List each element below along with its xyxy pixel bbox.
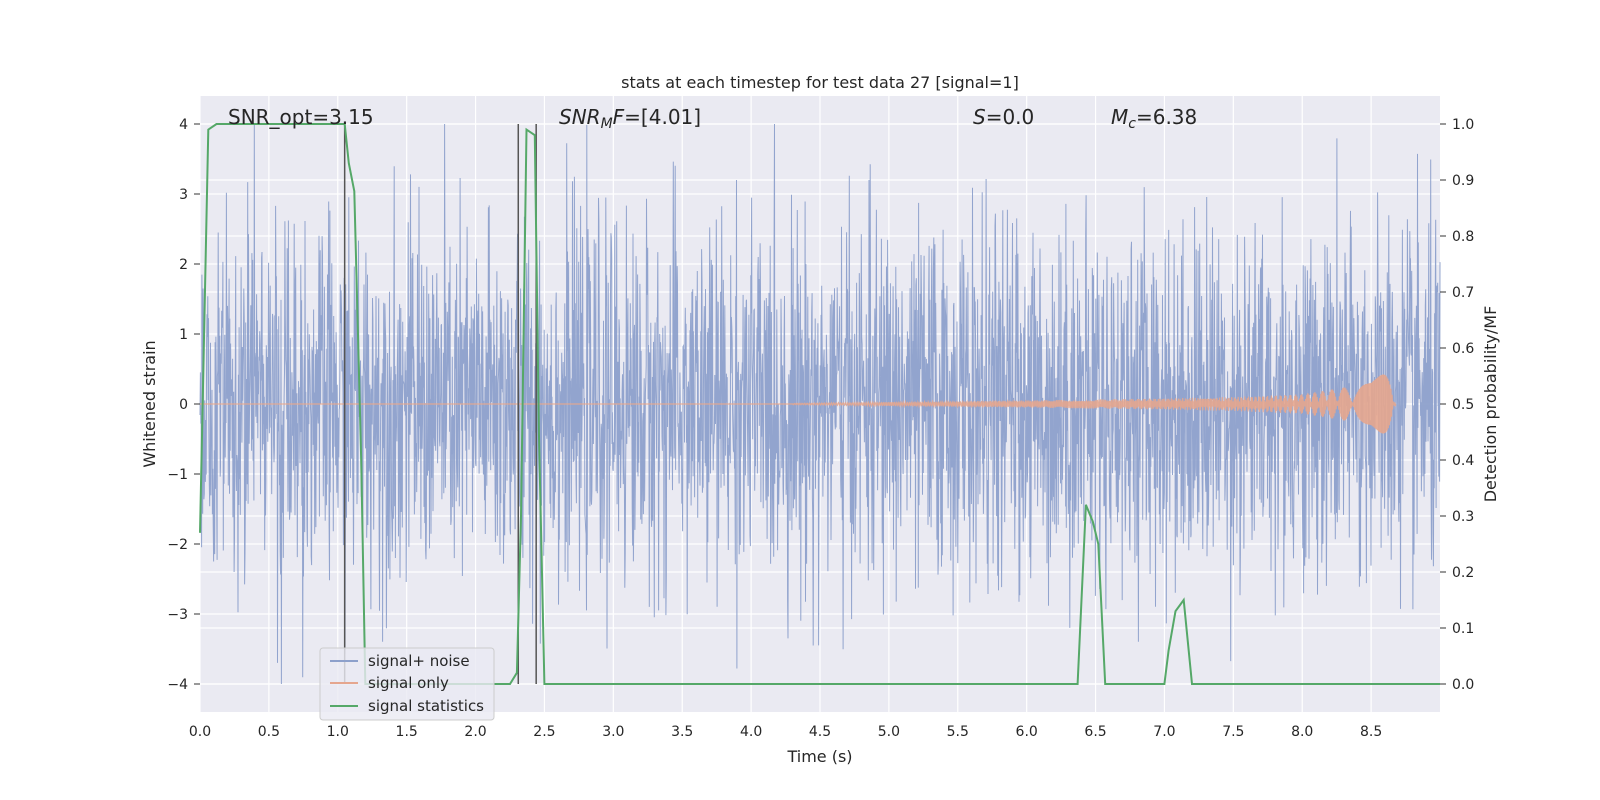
x-tick-label: 8.5 [1360,724,1382,740]
chart-title: stats at each timestep for test data 27 … [621,73,1019,92]
right-y-tick-label: 1.0 [1452,117,1474,133]
noise-trace [199,123,1441,685]
right-y-tick-label: 0.3 [1452,509,1474,525]
signal-trace [200,374,1397,434]
statistics-series [199,123,1440,685]
left-y-axis-label: Whitened strain [140,340,159,467]
statistics-trace [199,123,1440,685]
s-annotation: S=0.0 [973,105,1034,129]
x-tick-label: 5.0 [878,724,900,740]
left-y-tick-label: 0 [179,397,188,413]
right-y-axis-ticks: 1.0 0.9 0.8 0.7 0.6 0.5 0.4 0.3 0.2 0.1 0.0 [1440,117,1474,693]
snr-mf-symbol: SNR [559,105,601,129]
left-y-tick-label: −4 [167,677,188,693]
x-tick-label: 3.0 [602,724,624,740]
s-symbol: S [973,105,986,129]
right-y-tick-label: 0.4 [1452,453,1474,469]
x-tick-label: 7.0 [1153,724,1175,740]
x-axis-ticks: 0.0 0.5 1.0 1.5 2.0 2.5 3.0 3.5 4.0 4.5 5.0 5.5 6.0 6… [189,724,1382,740]
snr-mf-subscript: M [601,116,613,132]
left-y-tick-label: 1 [179,327,188,343]
right-y-tick-label: 0.1 [1452,621,1474,637]
right-y-tick-label: 0.0 [1452,677,1474,693]
x-tick-label: 2.5 [533,724,555,740]
snr-mf-f: F [613,105,625,129]
right-y-tick-label: 0.8 [1452,229,1474,245]
left-y-axis-ticks: 4 3 2 1 0 −1 −2 −3 −4 [167,117,200,693]
x-tick-label: 6.5 [1084,724,1106,740]
left-y-tick-label: −2 [167,537,188,553]
left-y-tick-label: 2 [179,257,188,273]
x-tick-label: 1.0 [327,724,349,740]
x-tick-label: 8.0 [1291,724,1313,740]
x-tick-label: 2.0 [464,724,486,740]
left-y-tick-label: −1 [167,467,188,483]
x-tick-label: 6.0 [1016,724,1038,740]
mc-symbol: M [1111,105,1128,129]
right-y-tick-label: 0.5 [1452,397,1474,413]
legend-label-statistics: signal statistics [368,697,484,715]
mc-value: =6.38 [1136,105,1197,129]
mc-annotation: Mc=6.38 [1111,105,1197,132]
left-y-tick-label: 3 [179,187,188,203]
legend-label-noise: signal+ noise [368,652,470,670]
right-y-tick-label: 0.2 [1452,565,1474,581]
legend-box [319,647,495,721]
x-tick-label: 4.0 [740,724,762,740]
snr-mf-annotation: SNRMF=[4.01] [559,105,701,132]
x-tick-label: 5.5 [947,724,969,740]
snr-opt-annotation: SNR_opt=3.15 [228,105,374,129]
snr-mf-value: =[4.01] [624,105,701,129]
signal-only-series [200,374,1397,434]
right-y-tick-label: 0.9 [1452,173,1474,189]
right-y-axis-label: Detection probability/MF [1481,306,1500,503]
x-tick-label: 0.5 [258,724,280,740]
legend-label-signal: signal only [368,674,449,692]
x-tick-label: 7.5 [1222,724,1244,740]
x-tick-label: 1.5 [396,724,418,740]
left-y-tick-label: −3 [167,607,188,623]
legend: signal+ noise signal only signal statist… [319,647,495,721]
s-value: =0.0 [986,105,1035,129]
x-tick-label: 4.5 [809,724,831,740]
x-tick-label: 3.5 [671,724,693,740]
noise-series [199,123,1441,685]
right-y-tick-label: 0.6 [1452,341,1474,357]
right-y-tick-label: 0.7 [1452,285,1474,301]
x-axis-label: Time (s) [786,747,852,766]
mc-subscript: c [1128,116,1136,132]
left-y-tick-label: 4 [179,117,188,133]
x-tick-label: 0.0 [189,724,211,740]
